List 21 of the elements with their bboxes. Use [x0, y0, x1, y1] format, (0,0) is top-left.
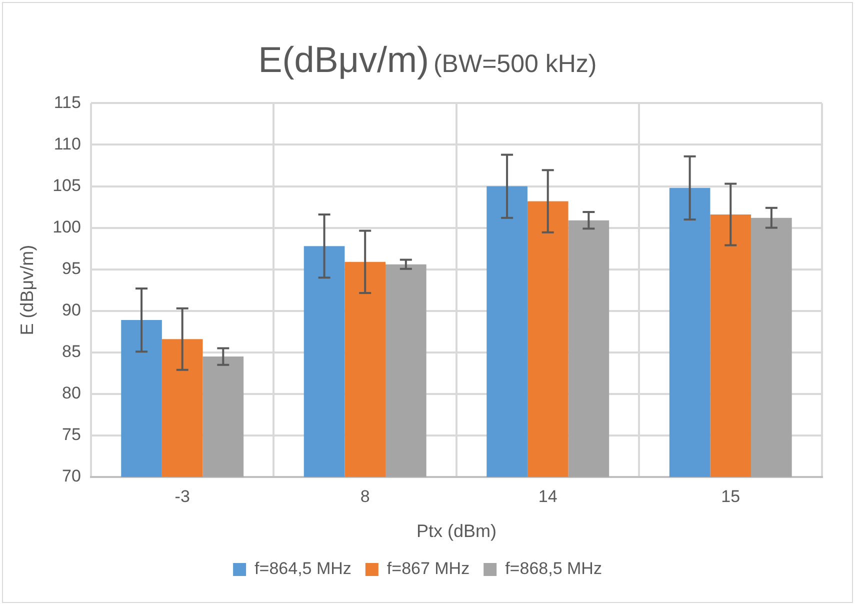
x-tick-label: 8 [360, 486, 370, 506]
chart-title: E(dBμv/m) [258, 39, 430, 80]
y-axis-title: E (dBμv/m) [16, 244, 37, 336]
x-tick-label: 15 [721, 486, 740, 506]
y-tick-label: 100 [52, 217, 81, 236]
legend-label: f=864,5 MHz [254, 559, 352, 578]
y-tick-label: 70 [62, 466, 81, 486]
chart-subtitle: (BW=500 kHz) [433, 50, 597, 78]
y-tick-label: 80 [62, 384, 81, 403]
y-tick-label: 105 [52, 176, 81, 195]
y-tick-label: 90 [62, 300, 81, 320]
legend-label: f=867 MHz [386, 559, 470, 578]
x-axis-title: Ptx (dBm) [416, 521, 496, 542]
x-tick-label: 14 [538, 486, 558, 506]
y-tick-label: 85 [62, 342, 81, 362]
y-tick-label: 95 [62, 259, 81, 278]
y-tick-label: 75 [62, 425, 81, 444]
legend-label: f=868,5 MHz [505, 559, 602, 578]
x-tick-label: -3 [174, 486, 190, 506]
y-tick-label: 115 [54, 92, 81, 112]
y-tick-label: 110 [54, 134, 81, 154]
